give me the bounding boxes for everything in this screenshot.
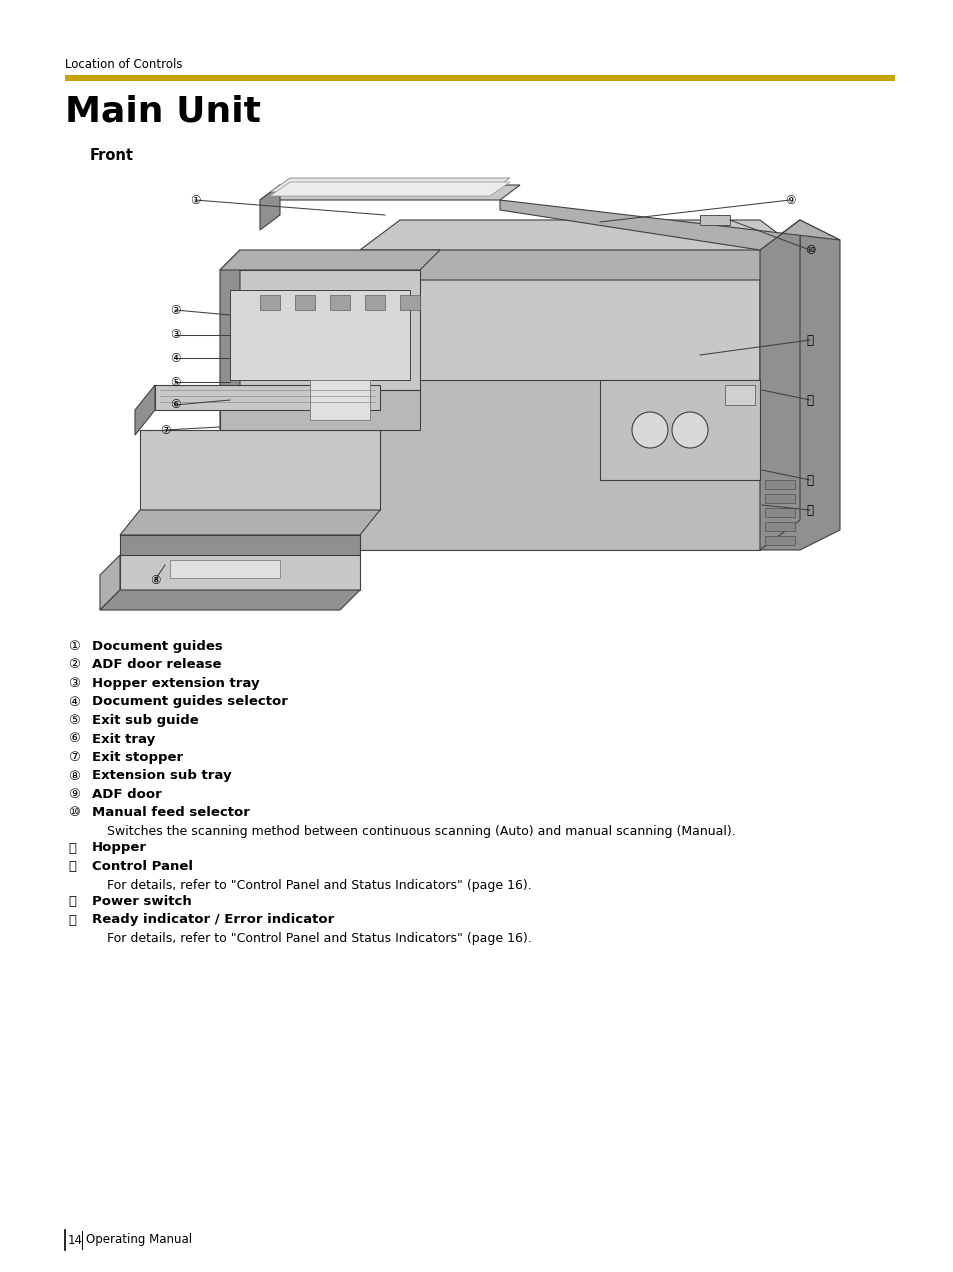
Text: ⑥: ⑥ xyxy=(68,733,80,745)
Text: ⑨: ⑨ xyxy=(68,787,80,801)
Text: ⑩: ⑩ xyxy=(68,806,80,819)
Text: ⑬: ⑬ xyxy=(68,895,76,908)
Text: ⑦: ⑦ xyxy=(68,750,80,764)
Polygon shape xyxy=(270,178,510,192)
Text: Hopper: Hopper xyxy=(91,842,147,855)
Polygon shape xyxy=(399,295,419,310)
Polygon shape xyxy=(260,184,519,200)
Text: ADF door release: ADF door release xyxy=(91,659,221,672)
Text: Switches the scanning method between continuous scanning (Auto) and manual scann: Switches the scanning method between con… xyxy=(107,826,735,838)
Text: ③: ③ xyxy=(68,677,80,689)
Text: ⑧: ⑧ xyxy=(150,574,160,586)
Text: Location of Controls: Location of Controls xyxy=(65,59,182,71)
Text: 14: 14 xyxy=(68,1234,83,1247)
Polygon shape xyxy=(120,536,359,560)
Text: Extension sub tray: Extension sub tray xyxy=(91,770,232,782)
Text: ⑭: ⑭ xyxy=(805,504,813,516)
Polygon shape xyxy=(270,182,510,196)
Text: ADF door: ADF door xyxy=(91,787,162,801)
Polygon shape xyxy=(365,295,385,310)
Text: ⑭: ⑭ xyxy=(68,913,76,926)
Text: ①: ① xyxy=(68,640,80,653)
Polygon shape xyxy=(760,220,840,550)
Bar xyxy=(65,75,894,81)
Text: Manual feed selector: Manual feed selector xyxy=(91,806,250,819)
Polygon shape xyxy=(294,295,314,310)
Text: For details, refer to "Control Panel and Status Indicators" (page 16).: For details, refer to "Control Panel and… xyxy=(107,879,531,892)
Text: ③: ③ xyxy=(170,328,180,341)
Text: Document guides selector: Document guides selector xyxy=(91,696,288,709)
Polygon shape xyxy=(764,480,794,488)
Text: ⑧: ⑧ xyxy=(68,770,80,782)
Polygon shape xyxy=(764,536,794,544)
Polygon shape xyxy=(310,380,370,420)
Text: ⑨: ⑨ xyxy=(784,193,795,206)
Polygon shape xyxy=(359,380,760,550)
Text: Document guides: Document guides xyxy=(91,640,222,653)
Text: ②: ② xyxy=(68,659,80,672)
Text: Front: Front xyxy=(90,148,133,163)
Circle shape xyxy=(631,412,667,448)
Text: ①: ① xyxy=(190,193,200,206)
Text: ⑥: ⑥ xyxy=(170,398,180,412)
Polygon shape xyxy=(260,184,280,230)
Text: ⑪: ⑪ xyxy=(805,333,813,346)
Polygon shape xyxy=(230,290,410,380)
Text: ④: ④ xyxy=(68,696,80,709)
Polygon shape xyxy=(764,508,794,516)
Text: ⑪: ⑪ xyxy=(68,842,76,855)
Text: ⑩: ⑩ xyxy=(804,243,815,257)
Text: ④: ④ xyxy=(170,351,180,365)
Polygon shape xyxy=(260,295,280,310)
Polygon shape xyxy=(724,385,754,404)
Text: Operating Manual: Operating Manual xyxy=(86,1234,192,1247)
Text: ⑦: ⑦ xyxy=(159,424,170,436)
Text: For details, refer to "Control Panel and Status Indicators" (page 16).: For details, refer to "Control Panel and… xyxy=(107,932,531,945)
Polygon shape xyxy=(220,251,439,270)
Polygon shape xyxy=(220,270,419,391)
Text: ⑤: ⑤ xyxy=(170,375,180,388)
Polygon shape xyxy=(140,430,379,510)
Text: Hopper extension tray: Hopper extension tray xyxy=(91,677,259,689)
Polygon shape xyxy=(100,590,359,611)
Text: ②: ② xyxy=(170,304,180,317)
Text: Control Panel: Control Panel xyxy=(91,860,193,873)
Text: Exit tray: Exit tray xyxy=(91,733,155,745)
Polygon shape xyxy=(100,555,120,611)
Polygon shape xyxy=(599,380,760,480)
Text: ⑤: ⑤ xyxy=(68,714,80,728)
Text: ⑫: ⑫ xyxy=(68,860,76,873)
Polygon shape xyxy=(154,385,379,410)
Polygon shape xyxy=(170,560,280,577)
Polygon shape xyxy=(700,215,729,225)
Polygon shape xyxy=(499,200,840,251)
Text: Main Unit: Main Unit xyxy=(65,95,261,128)
Polygon shape xyxy=(220,251,240,450)
Polygon shape xyxy=(359,220,800,280)
Circle shape xyxy=(671,412,707,448)
Polygon shape xyxy=(764,522,794,530)
Text: Ready indicator / Error indicator: Ready indicator / Error indicator xyxy=(91,913,334,926)
Text: ⑬: ⑬ xyxy=(805,473,813,486)
Text: ⑫: ⑫ xyxy=(805,393,813,407)
Text: Exit stopper: Exit stopper xyxy=(91,750,183,764)
Polygon shape xyxy=(120,555,359,590)
Polygon shape xyxy=(135,385,154,435)
Text: Power switch: Power switch xyxy=(91,895,192,908)
Polygon shape xyxy=(220,391,419,430)
Text: Exit sub guide: Exit sub guide xyxy=(91,714,198,728)
Polygon shape xyxy=(764,494,794,502)
Polygon shape xyxy=(359,220,800,550)
Polygon shape xyxy=(330,295,350,310)
Polygon shape xyxy=(120,510,379,536)
Polygon shape xyxy=(760,220,800,550)
